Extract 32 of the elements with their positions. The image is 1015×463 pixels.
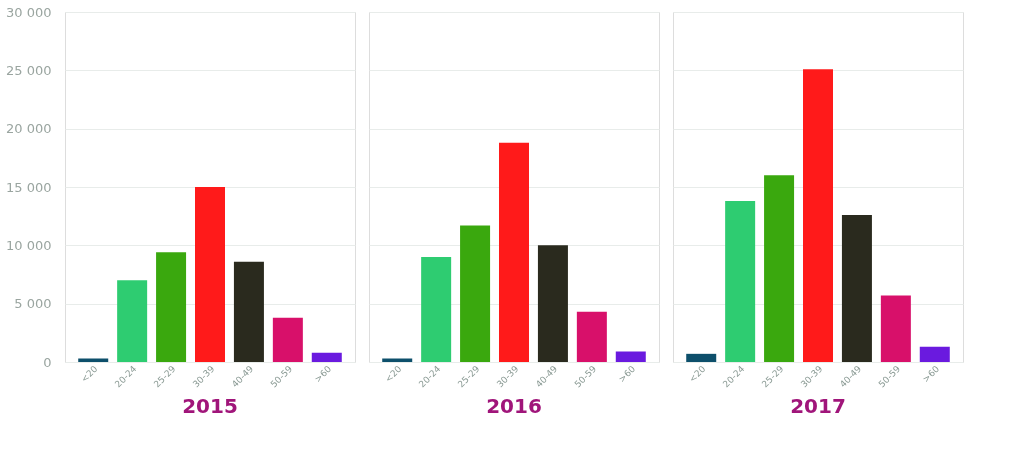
bar	[195, 187, 225, 362]
bar	[311, 352, 342, 362]
y-tick-label: 5 000	[14, 296, 52, 312]
bar	[615, 351, 646, 362]
bar	[117, 280, 148, 362]
text: 2015	[182, 393, 238, 418]
y-tick-label: 10 000	[6, 237, 52, 253]
y-tick-label: 0	[43, 354, 52, 370]
y-tick-label: 25 000	[6, 62, 52, 78]
bar	[460, 225, 491, 362]
x-tick-label: <20	[79, 363, 100, 385]
text: 2016	[486, 393, 542, 418]
bar	[841, 215, 872, 362]
bar	[576, 311, 607, 362]
bar	[686, 353, 717, 362]
text: 2017	[790, 393, 846, 418]
bar	[156, 252, 187, 362]
bar	[764, 175, 795, 362]
bar	[725, 201, 756, 362]
bar	[272, 317, 303, 362]
bar	[919, 346, 950, 362]
bar	[803, 69, 833, 362]
y-tick-label: 20 000	[6, 121, 52, 137]
x-tick-label: <20	[687, 363, 708, 385]
y-tick-label: 30 000	[6, 4, 52, 20]
x-tick-label: <20	[383, 363, 404, 385]
y-tick-label: 15 000	[6, 179, 52, 195]
bar	[537, 245, 568, 362]
bar	[233, 261, 264, 362]
bar	[421, 257, 452, 362]
bar	[499, 142, 529, 362]
bar	[880, 295, 911, 362]
